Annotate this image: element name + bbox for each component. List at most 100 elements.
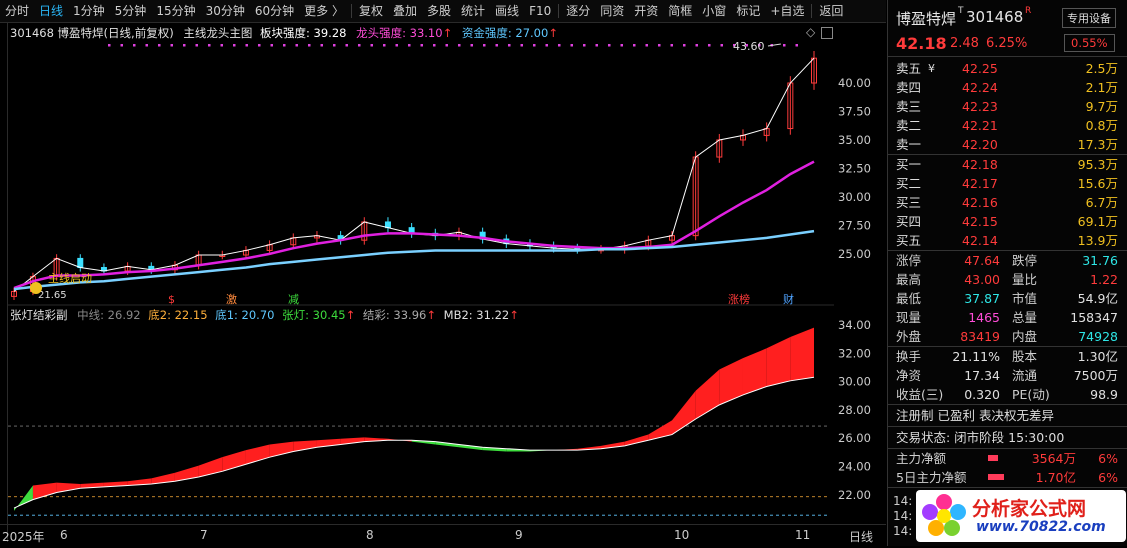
event-marker-4[interactable]: 财	[783, 292, 794, 306]
stat-label: 跌停	[1012, 253, 1038, 268]
bids-label: 买五	[896, 233, 922, 248]
ribbon-segment	[198, 457, 223, 477]
signal-dot	[433, 44, 436, 47]
fundamentals-table: 换手 21.11% 股本 1.30亿 净资 17.34 流通 7500万 收益(三) 0.320 P…	[888, 347, 1127, 404]
price-tick: 25.00	[838, 247, 871, 261]
leader-up-arrow: ↑	[442, 26, 453, 40]
toolbar-item-19[interactable]: 标记	[736, 4, 761, 18]
indicator-tick: 30.00	[838, 375, 871, 389]
toolbar-item-7[interactable]: 更多 〉	[304, 4, 344, 18]
event-marker-0[interactable]: $	[168, 293, 175, 306]
signal-dot	[295, 44, 298, 47]
toolbar-item-11[interactable]: 统计	[461, 4, 486, 18]
mid-line-value: 中线: 26.92	[77, 308, 141, 322]
toolbar-item-9[interactable]: 叠加	[393, 4, 418, 18]
asks-row: 卖三 42.23 9.7万	[888, 97, 1127, 116]
toolbar-item-12[interactable]: 画线	[495, 4, 520, 18]
toolbar-item-2[interactable]: 1分钟	[73, 4, 105, 18]
stat-value: 83419	[960, 329, 1000, 344]
toolbar-item-10[interactable]: 多股	[427, 4, 452, 18]
sub-indicator-chart[interactable]	[8, 306, 834, 524]
price-tick: 32.50	[838, 161, 871, 175]
stat-value: 74928	[1078, 329, 1118, 344]
toolbar-item-5[interactable]: 30分钟	[205, 4, 245, 18]
event-marker-3[interactable]: 涨榜	[728, 292, 750, 306]
signal-dot	[383, 44, 386, 47]
toolbar-item-0[interactable]: 分时	[5, 4, 30, 18]
toolbar-item-1[interactable]: 日线	[39, 4, 64, 18]
asks-row: 卖四 42.24 2.1万	[888, 78, 1127, 97]
bids-label: 买三	[896, 195, 922, 210]
stats-table: 涨停 47.64 跌停 31.76 最高 43.00 量比 1.22 最低 37.87 市值 54.9…	[888, 251, 1127, 346]
signal-dot	[595, 44, 598, 47]
close-chart-icon[interactable]	[821, 27, 833, 39]
stat-label: 最低	[896, 291, 922, 306]
main-chart-info: 301468 博盈特焊(日线,前复权) 主线龙头主图 板块强度: 39.28 龙…	[10, 25, 558, 41]
signal-dot	[733, 44, 736, 47]
bids-row: 买四 42.15 69.1万	[888, 212, 1127, 231]
toolbar-item-18[interactable]: 小窗	[702, 4, 727, 18]
toolbar-item-4[interactable]: 15分钟	[156, 4, 196, 18]
signal-dot	[683, 44, 686, 47]
stats-row: 最高 43.00 量比 1.22	[888, 270, 1127, 289]
signal-dot	[570, 44, 573, 47]
price-change: 2.48	[950, 36, 979, 51]
bids-row: 买三 42.16 6.7万	[888, 193, 1127, 212]
signal-dot	[470, 44, 473, 47]
toolbar-item-17[interactable]: 简框	[668, 4, 693, 18]
fund-value: 98.9	[1090, 387, 1118, 402]
industry-tag[interactable]: 专用设备	[1062, 8, 1116, 28]
fund-value: 17.34	[964, 368, 1000, 383]
ribbon-segment	[719, 358, 743, 405]
toolbar-item-3[interactable]: 5分钟	[114, 4, 147, 18]
ribbon-segment	[482, 447, 507, 452]
toolbar-item-21[interactable]: 返回	[819, 4, 844, 18]
bids-volume: 69.1万	[1077, 214, 1118, 229]
toolbar-item-15[interactable]: 同资	[600, 4, 625, 18]
chart-toolbar: 分时 日线 1分钟 5分钟 15分钟 30分钟 60分钟 更多 〉复权 叠加 多股 统计 画线 F10 逐…	[0, 0, 886, 23]
bids-price: 42.15	[962, 214, 998, 229]
toolbar-item-6[interactable]: 60分钟	[254, 4, 295, 18]
event-marker-1[interactable]: 激	[226, 292, 237, 306]
signal-dot	[583, 44, 586, 47]
signal-dot	[445, 44, 448, 47]
date-label-0: 2025年	[2, 530, 45, 544]
settings-diamond-icon[interactable]: ◇	[806, 25, 816, 39]
stat-label: 现量	[896, 310, 922, 325]
main-kline-chart[interactable]: 43.60 21.65 主线启动 $ 激 减 涨榜 财	[8, 24, 834, 306]
stat-label: 最高	[896, 272, 922, 287]
signal-dot	[670, 44, 673, 47]
ribbon-segment	[790, 327, 814, 381]
status-row: 交易状态: 闭市阶段 15:30:00	[888, 427, 1127, 448]
signal-dot	[720, 44, 723, 47]
toolbar-item-20[interactable]: +自选	[770, 4, 805, 18]
event-marker-2[interactable]: 减	[288, 293, 299, 306]
toolbar-item-16[interactable]: 开资	[634, 4, 659, 18]
color-up-arrow: ↑	[426, 308, 436, 322]
fund-label: 收益(三)	[896, 387, 944, 402]
ribbon-segment	[648, 420, 672, 441]
stats-row: 最低 37.87 市值 54.9亿	[888, 289, 1127, 308]
asks-volume: 17.3万	[1077, 137, 1118, 152]
bids-row: 买五 42.14 13.9万	[888, 231, 1127, 250]
toolbar-item-13[interactable]: F10	[529, 4, 552, 18]
bids-volume: 13.9万	[1077, 233, 1118, 248]
sub-chart-title[interactable]: 张灯结彩副	[10, 308, 68, 322]
main-indicator-name[interactable]: 主线龙头主图	[183, 26, 253, 40]
lamp-line	[13, 376, 815, 509]
flower-logo-icon	[922, 494, 966, 536]
ribbon-segment	[766, 336, 791, 387]
bids-row: 买一 42.18 95.3万	[888, 155, 1127, 174]
peak-price-label: 43.60	[733, 40, 765, 53]
lamp-up-arrow: ↑	[345, 308, 356, 322]
signal-dot	[233, 44, 236, 47]
signal-dot	[558, 44, 561, 47]
signal-dot	[195, 44, 198, 47]
toolbar-item-14[interactable]: 逐分	[566, 4, 591, 18]
stat-value: 31.76	[1082, 253, 1118, 268]
toolbar-item-8[interactable]: 复权	[358, 4, 383, 18]
period-label[interactable]: 日线	[849, 530, 874, 544]
tags-row: 注册制 已盈利 表决权无差异	[888, 405, 1127, 426]
stat-value: 43.00	[964, 272, 1000, 287]
leader-strength: 龙头强度: 33.10	[356, 26, 443, 40]
